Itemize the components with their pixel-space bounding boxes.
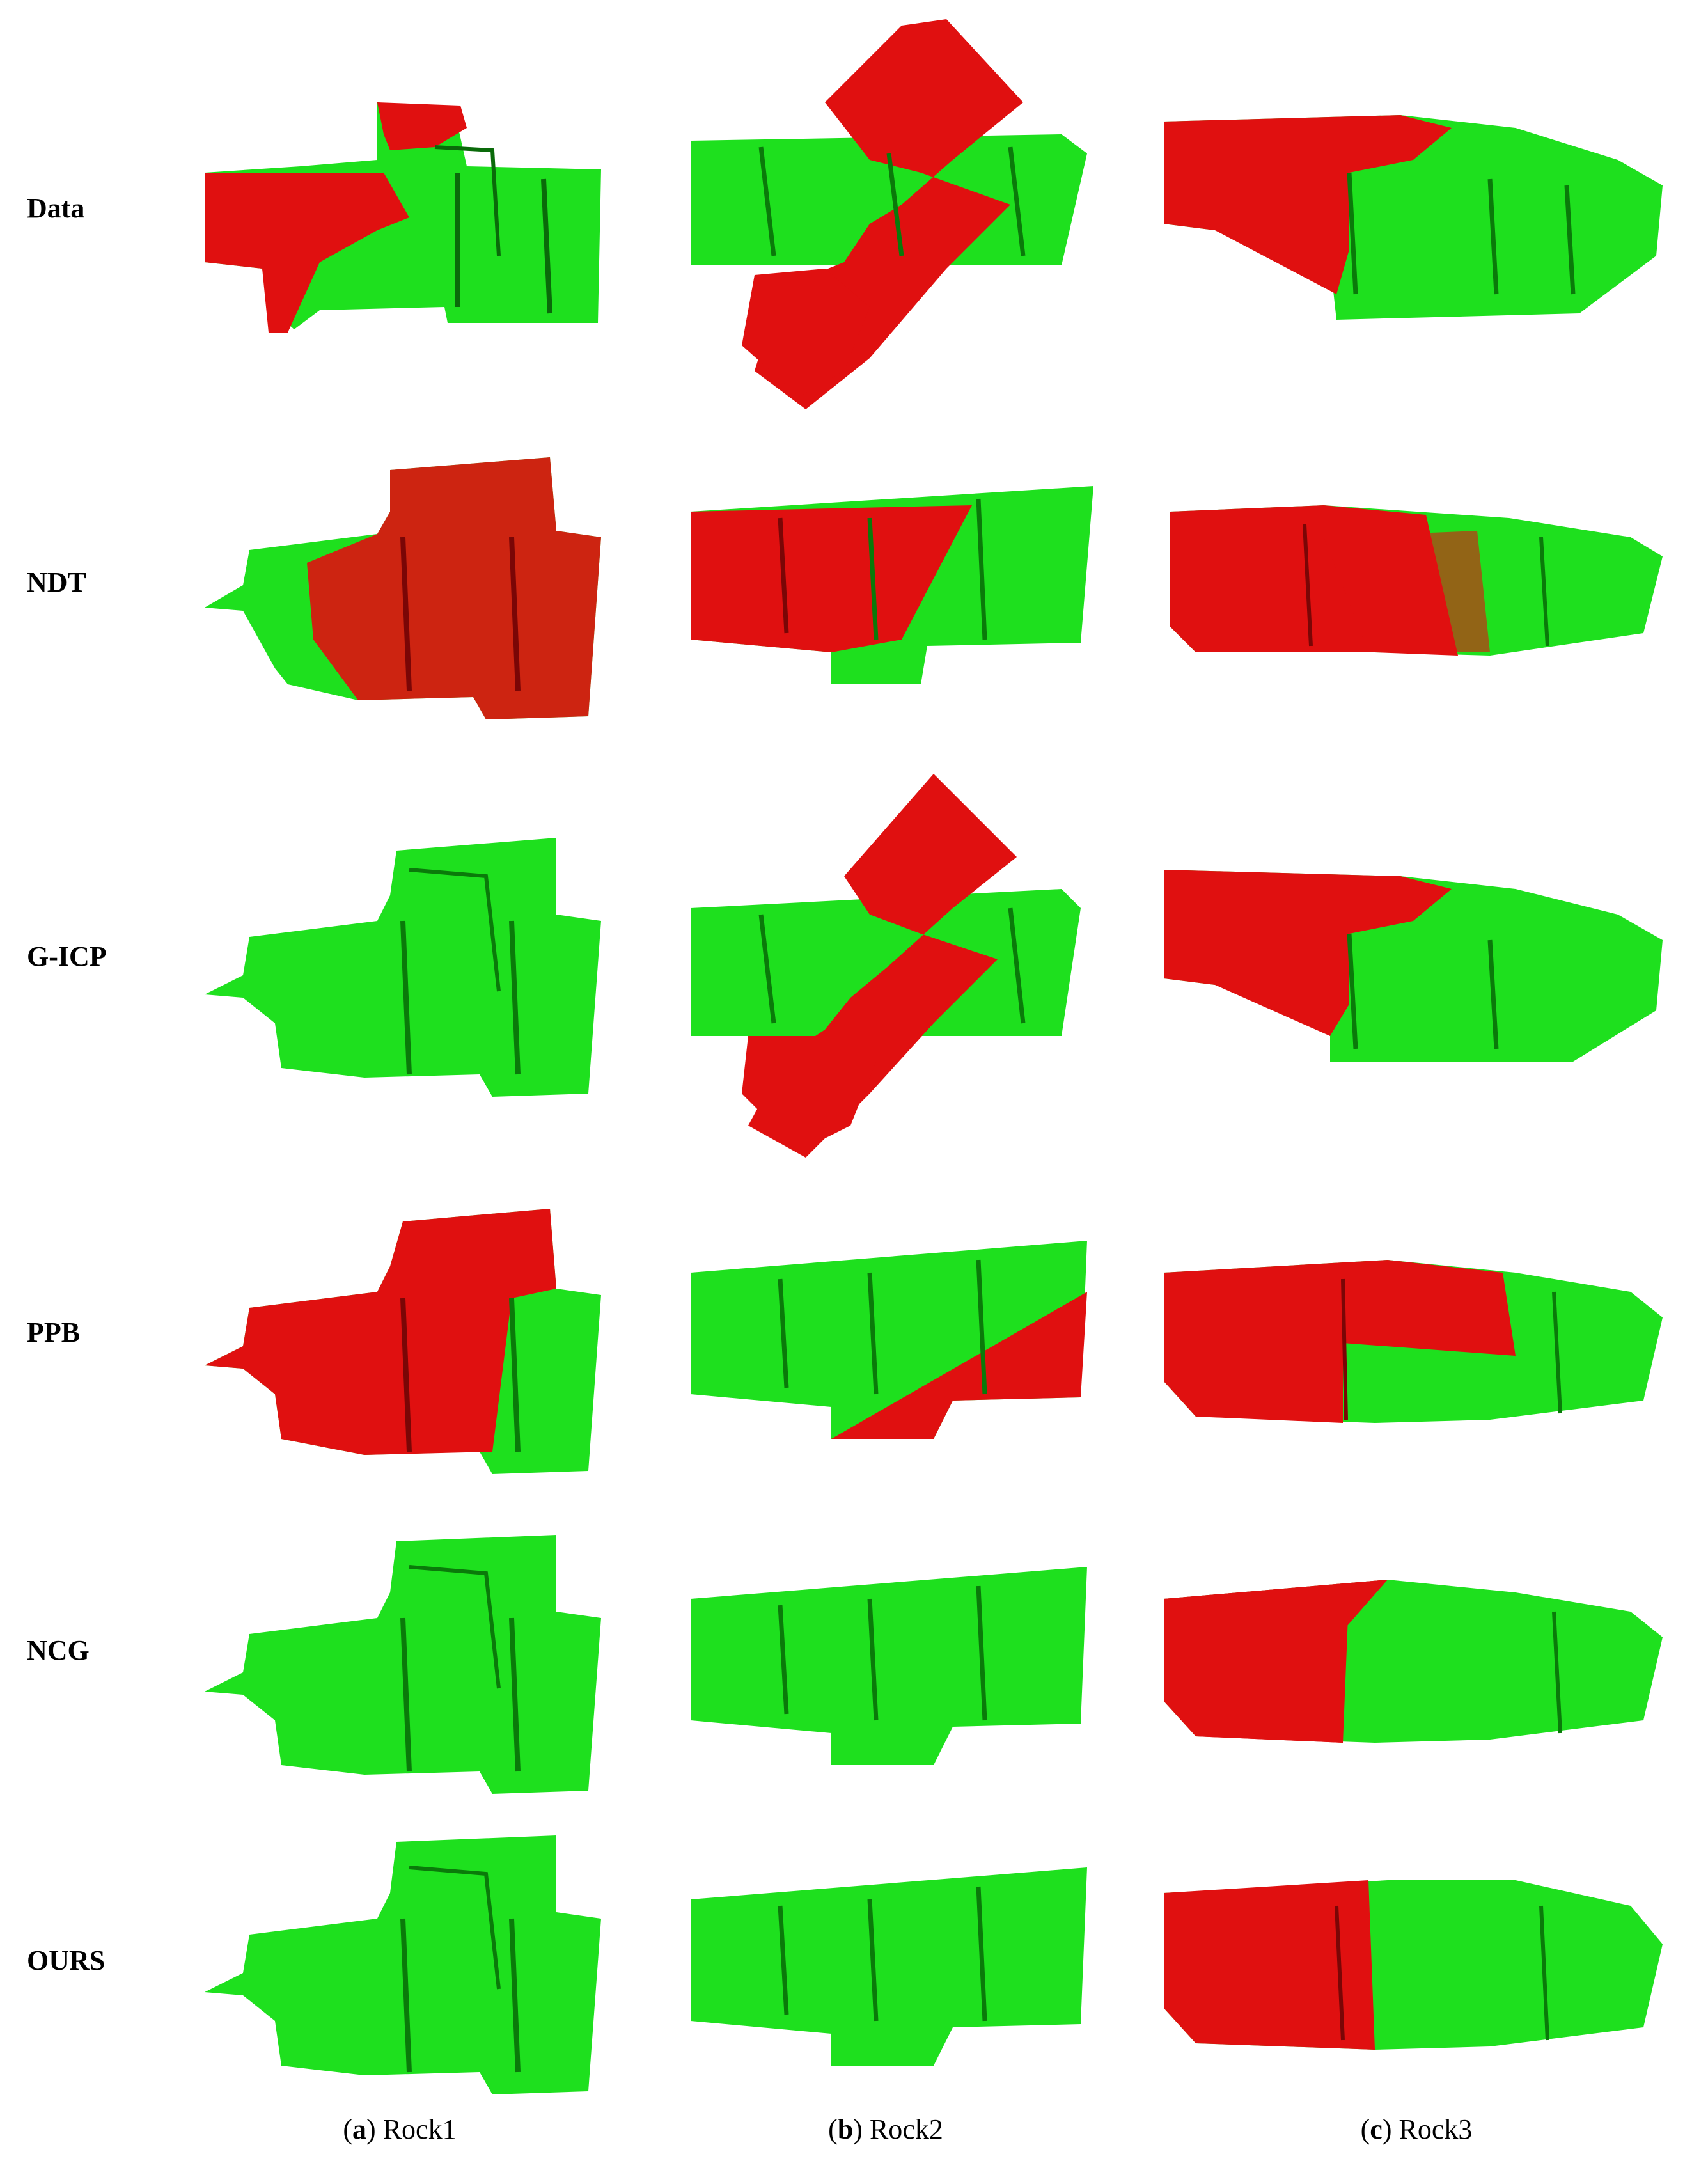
row-label-gicp: G-ICP xyxy=(27,941,107,972)
panel-ppb-rock2 xyxy=(691,1241,1087,1439)
panel-ncg-rock3 xyxy=(1164,1580,1663,1743)
row-label-data: Data xyxy=(27,192,85,224)
row-label-ours: OURS xyxy=(27,1945,106,1976)
panel-gicp-rock2 xyxy=(691,774,1081,1158)
caption-rock2: (b) Rock2 xyxy=(828,2114,943,2145)
panel-ndt-rock1 xyxy=(205,457,601,719)
row-label-ppb: PPB xyxy=(27,1317,81,1348)
row-label-ndt: NDT xyxy=(27,567,86,598)
panel-gicp-rock3 xyxy=(1164,870,1663,1062)
panel-ours-rock3 xyxy=(1164,1880,1663,2050)
row-label-ncg: NCG xyxy=(27,1635,90,1666)
panel-ncg-rock1 xyxy=(205,1535,601,1794)
caption-rock3: (c) Rock3 xyxy=(1360,2114,1473,2145)
panel-data-rock1 xyxy=(205,102,601,333)
panel-data-rock2 xyxy=(691,19,1087,409)
panel-ours-rock2 xyxy=(691,1867,1087,2066)
caption-rock1: (a) Rock1 xyxy=(343,2114,457,2145)
panel-gicp-rock1 xyxy=(205,838,601,1097)
panel-ncg-rock2 xyxy=(691,1567,1087,1765)
panel-ndt-rock2 xyxy=(691,486,1093,684)
panel-ours-rock1 xyxy=(205,1835,601,2094)
panel-ndt-rock3 xyxy=(1170,505,1663,656)
panel-ppb-rock3 xyxy=(1164,1260,1663,1423)
panel-data-rock3 xyxy=(1164,115,1663,320)
panel-ppb-rock1 xyxy=(205,1209,601,1474)
